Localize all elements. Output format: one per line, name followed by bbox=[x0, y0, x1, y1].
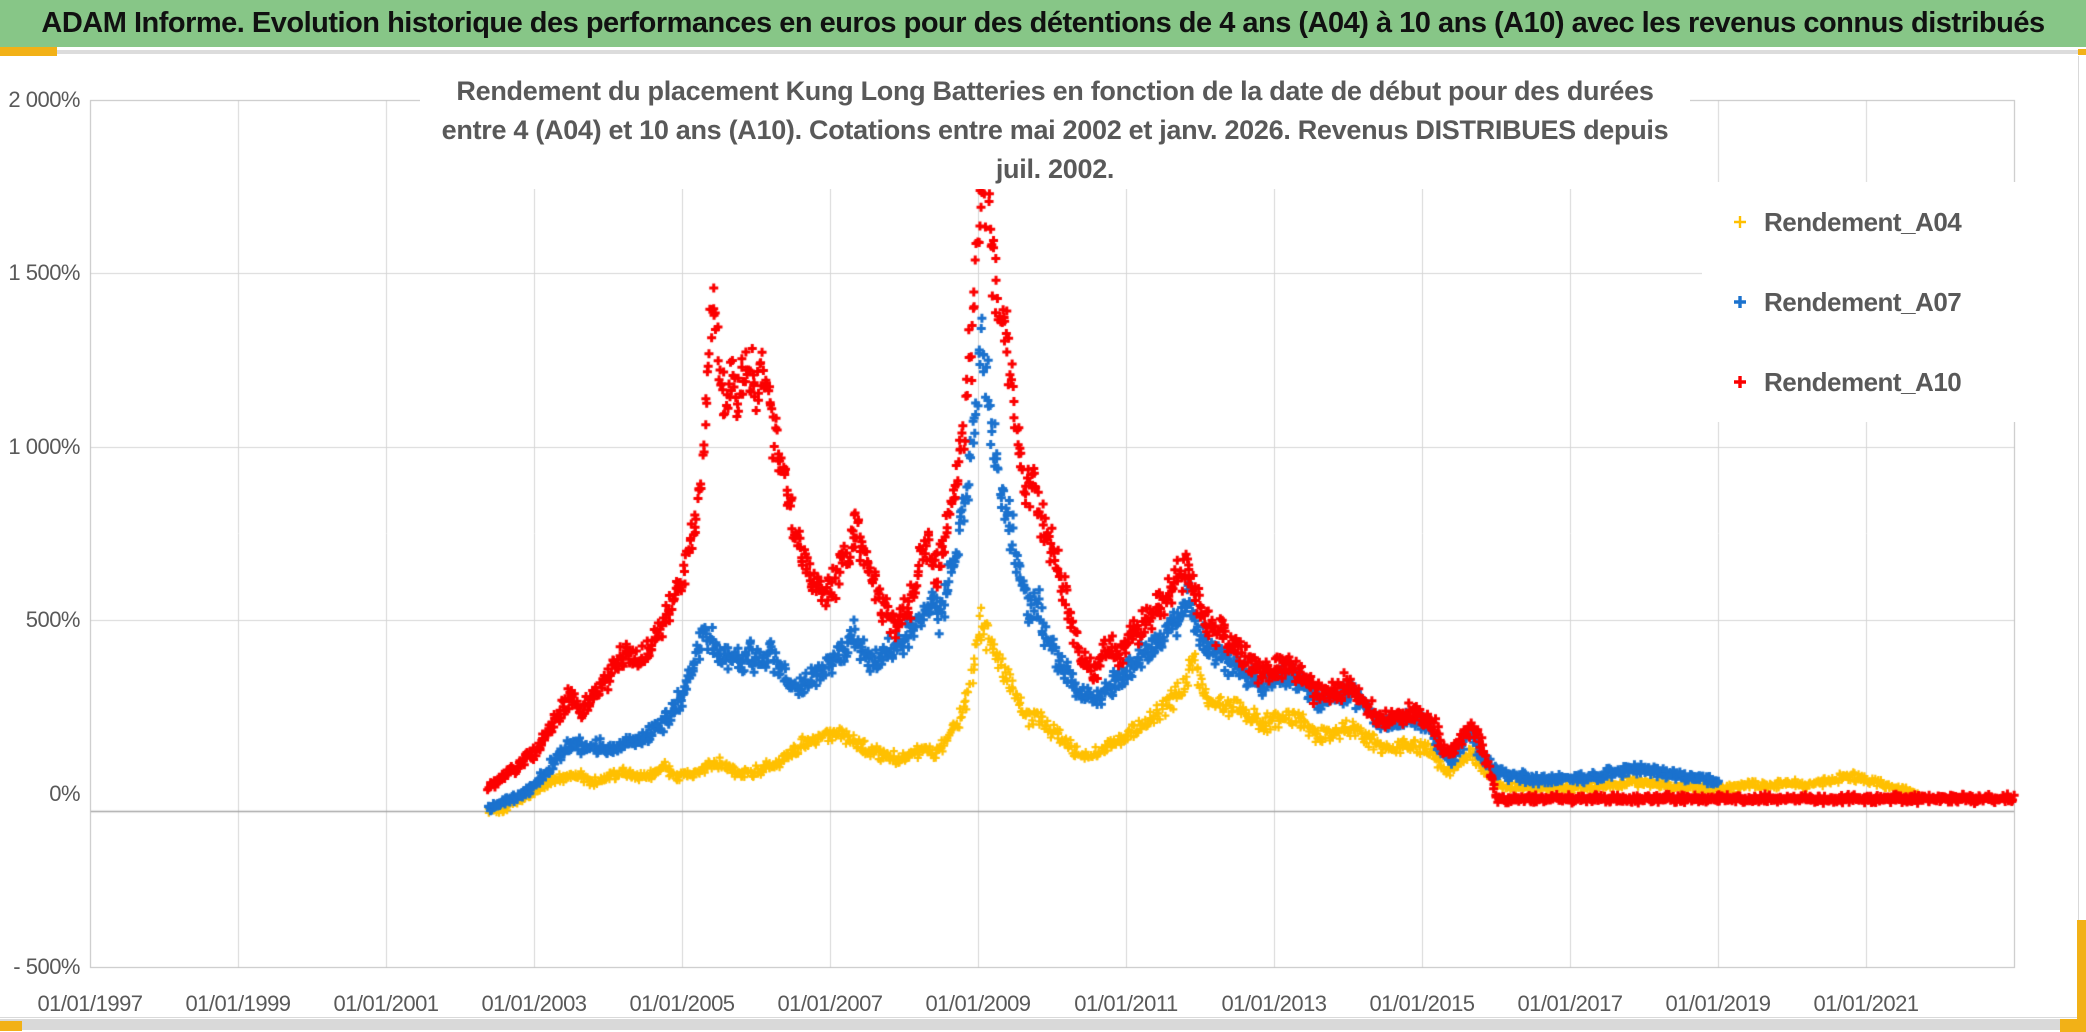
y-tick-label: 1 000% bbox=[8, 433, 80, 459]
under-banner-strip bbox=[0, 50, 2086, 54]
header-banner: ADAM Informe. Evolution historique des p… bbox=[0, 0, 2086, 47]
gold-accent-top-right bbox=[2078, 49, 2086, 55]
gold-accent-top-left bbox=[0, 47, 57, 56]
x-tick-label: 01/01/2011 bbox=[1074, 991, 1178, 1016]
y-tick-label: 2 000% bbox=[8, 87, 80, 112]
chart-title: Rendement du placement Kung Long Batteri… bbox=[420, 72, 1690, 189]
y-tick-label: 0% bbox=[49, 780, 80, 806]
legend-label: Rendement_A04 bbox=[1764, 206, 1962, 237]
y-tick-label: 1 500% bbox=[8, 260, 80, 286]
legend-label: Rendement_A07 bbox=[1764, 286, 1962, 317]
x-tick-label: 01/01/1999 bbox=[185, 991, 291, 1016]
x-tick-label: 01/01/2003 bbox=[481, 991, 587, 1016]
gold-accent-bottom-left bbox=[0, 1021, 22, 1031]
x-tick-label: 01/01/2005 bbox=[629, 991, 735, 1016]
chart-title-line2: entre 4 (A04) et 10 ans (A10). Cotations… bbox=[441, 115, 1669, 184]
chart-title-line1: Rendement du placement Kung Long Batteri… bbox=[456, 76, 1654, 106]
chart-legend: Rendement_A04 Rendement_A07 Rendement_A1… bbox=[1702, 182, 2070, 422]
plus-icon bbox=[1734, 216, 1746, 228]
gold-accent-right-bar bbox=[2077, 920, 2086, 1032]
x-tick-label: 01/01/2013 bbox=[1221, 991, 1327, 1016]
y-tick-label: - 500% bbox=[13, 954, 80, 979]
legend-item-rendement-a07: Rendement_A07 bbox=[1702, 262, 2070, 342]
header-banner-text: ADAM Informe. Evolution historique des p… bbox=[41, 7, 2045, 39]
plus-icon bbox=[1734, 296, 1746, 308]
x-tick-label: 01/01/2001 bbox=[333, 991, 439, 1016]
plus-icon bbox=[1734, 376, 1746, 388]
legend-label: Rendement_A10 bbox=[1764, 366, 1962, 397]
bottom-strip bbox=[0, 1019, 2086, 1030]
x-tick-label: 01/01/1997 bbox=[37, 991, 143, 1016]
legend-item-rendement-a04: Rendement_A04 bbox=[1702, 182, 2070, 262]
gold-accent-bottom-right bbox=[2060, 1019, 2086, 1032]
legend-item-rendement-a10: Rendement_A10 bbox=[1702, 342, 2070, 422]
x-tick-label: 01/01/2021 bbox=[1813, 991, 1919, 1016]
x-tick-label: 01/01/2007 bbox=[777, 991, 883, 1016]
x-tick-label: 01/01/2019 bbox=[1665, 991, 1771, 1016]
y-tick-label: 500% bbox=[25, 607, 81, 633]
x-tick-label: 01/01/2009 bbox=[925, 991, 1031, 1016]
x-tick-label: 01/01/2017 bbox=[1517, 991, 1623, 1016]
x-tick-label: 01/01/2015 bbox=[1369, 991, 1475, 1016]
